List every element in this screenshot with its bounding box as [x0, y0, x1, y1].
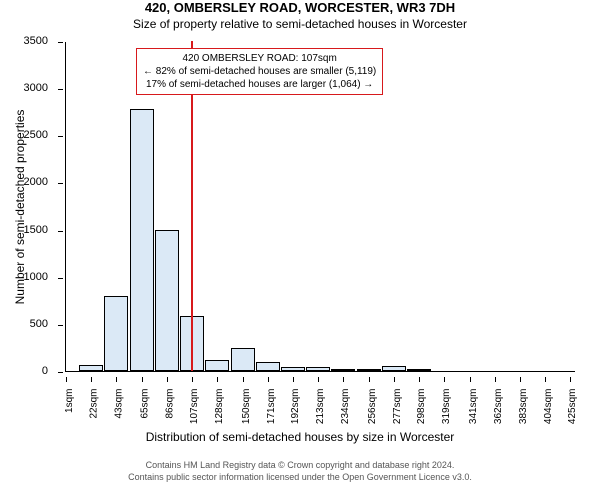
y-tick-label: 1500 [24, 224, 48, 236]
histogram-bar [407, 369, 431, 371]
x-tick-mark [217, 377, 218, 382]
chart-container: 420, OMBERSLEY ROAD, WORCESTER, WR3 7DH … [0, 0, 600, 500]
x-tick-mark [268, 377, 269, 382]
x-tick-mark [192, 377, 193, 382]
y-tick-mark [58, 89, 63, 90]
annotation-box: 420 OMBERSLEY ROAD: 107sqm← 82% of semi-… [136, 48, 383, 95]
histogram-bar [155, 230, 179, 371]
x-tick-label: 383sqm [518, 389, 529, 425]
x-tick-label: 404sqm [543, 389, 554, 425]
plot-area: 05001000150020002500300035001sqm22sqm43s… [65, 42, 575, 372]
x-tick-label: 86sqm [165, 389, 176, 419]
histogram-bar [256, 362, 280, 371]
y-tick-label: 500 [30, 318, 48, 330]
histogram-bar [306, 367, 330, 371]
x-tick-label: 341sqm [468, 389, 479, 425]
x-tick-mark [444, 377, 445, 382]
x-tick-mark [545, 377, 546, 382]
x-axis-label: Distribution of semi-detached houses by … [0, 430, 600, 444]
x-tick-label: 256sqm [367, 389, 378, 425]
x-tick-mark [520, 377, 521, 382]
x-tick-label: 319sqm [442, 389, 453, 425]
x-tick-label: 192sqm [291, 389, 302, 425]
x-tick-label: 213sqm [316, 389, 327, 425]
x-tick-mark [318, 377, 319, 382]
x-tick-label: 234sqm [340, 389, 351, 425]
histogram-bar [205, 360, 229, 371]
x-tick-mark [91, 377, 92, 382]
histogram-bar [79, 365, 103, 371]
x-tick-mark [116, 377, 117, 382]
x-tick-label: 277sqm [392, 389, 403, 425]
x-tick-label: 128sqm [214, 389, 225, 425]
y-tick-mark [58, 278, 63, 279]
y-tick-label: 1000 [24, 271, 48, 283]
x-tick-mark [470, 377, 471, 382]
annotation-line-3: 17% of semi-detached houses are larger (… [143, 78, 376, 91]
histogram-bar [281, 367, 305, 371]
x-tick-label: 150sqm [241, 389, 252, 425]
y-tick-mark [58, 42, 63, 43]
annotation-line-1: 420 OMBERSLEY ROAD: 107sqm [143, 52, 376, 65]
x-tick-mark [142, 377, 143, 382]
histogram-bar [357, 369, 381, 371]
y-tick-mark [58, 183, 63, 184]
x-tick-mark [369, 377, 370, 382]
x-tick-mark [495, 377, 496, 382]
chart-subtitle: Size of property relative to semi-detach… [0, 17, 600, 31]
y-tick-label: 2000 [24, 176, 48, 188]
x-tick-mark [66, 377, 67, 382]
x-tick-label: 22sqm [88, 389, 99, 419]
y-tick-mark [58, 372, 63, 373]
x-tick-label: 425sqm [568, 389, 579, 425]
x-tick-label: 1sqm [64, 389, 75, 413]
x-tick-label: 362sqm [493, 389, 504, 425]
x-tick-label: 107sqm [190, 389, 201, 425]
x-tick-label: 171sqm [266, 389, 277, 425]
x-tick-mark [394, 377, 395, 382]
x-tick-mark [293, 377, 294, 382]
x-tick-label: 298sqm [417, 389, 428, 425]
x-tick-label: 65sqm [140, 389, 151, 419]
footnote-line-2: Contains public sector information licen… [0, 472, 600, 482]
chart-title: 420, OMBERSLEY ROAD, WORCESTER, WR3 7DH [0, 0, 600, 15]
y-tick-mark [58, 325, 63, 326]
x-tick-mark [419, 377, 420, 382]
x-tick-mark [570, 377, 571, 382]
annotation-line-2: ← 82% of semi-detached houses are smalle… [143, 65, 376, 78]
x-tick-mark [343, 377, 344, 382]
y-tick-label: 2500 [24, 129, 48, 141]
footnote-line-1: Contains HM Land Registry data © Crown c… [0, 460, 600, 470]
histogram-bar [331, 369, 355, 371]
y-tick-mark [58, 231, 63, 232]
x-tick-label: 43sqm [113, 389, 124, 419]
x-tick-mark [243, 377, 244, 382]
histogram-bar [130, 109, 154, 371]
y-tick-label: 3500 [24, 35, 48, 47]
histogram-bar [382, 366, 406, 371]
y-tick-mark [58, 136, 63, 137]
x-tick-mark [167, 377, 168, 382]
histogram-bar [231, 348, 255, 371]
y-tick-label: 3000 [24, 82, 48, 94]
y-tick-label: 0 [42, 365, 48, 377]
histogram-bar [104, 296, 128, 371]
